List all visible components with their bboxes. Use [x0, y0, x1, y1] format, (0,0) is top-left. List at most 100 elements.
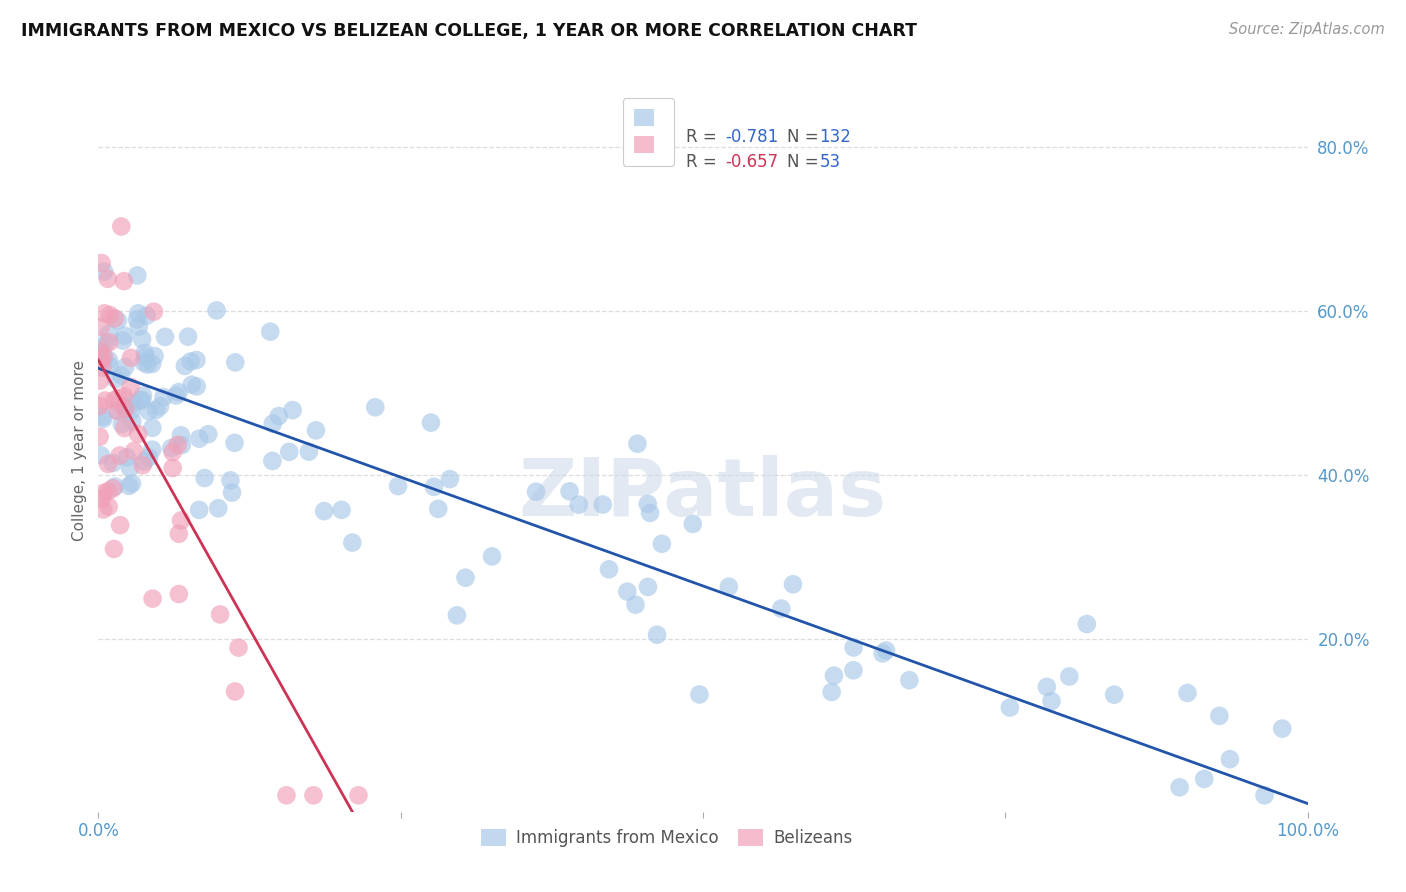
Point — [90, 320, 112, 334]
Point — [782, 577, 804, 591]
Text: N =: N = — [787, 128, 824, 146]
Point — [262, 454, 284, 468]
Point — [823, 668, 845, 682]
Point — [131, 393, 153, 408]
Point — [998, 700, 1021, 714]
Point — [177, 329, 200, 343]
Point — [898, 673, 921, 688]
Point — [872, 647, 894, 661]
Point — [342, 535, 364, 549]
Text: IMMIGRANTS FROM MEXICO VS BELIZEAN COLLEGE, 1 YEAR OR MORE CORRELATION CHART: IMMIGRANTS FROM MEXICO VS BELIZEAN COLLE… — [21, 22, 917, 40]
Point — [637, 580, 659, 594]
Text: R =: R = — [686, 128, 721, 146]
Point — [820, 685, 842, 699]
Point — [1192, 772, 1215, 786]
Point — [1036, 680, 1059, 694]
Point — [207, 501, 229, 516]
Point — [121, 414, 143, 428]
Point — [262, 417, 284, 431]
Point — [93, 306, 115, 320]
Point — [160, 441, 183, 455]
Point — [125, 312, 148, 326]
Point — [645, 628, 668, 642]
Point — [298, 444, 321, 458]
Point — [107, 392, 129, 406]
Point — [127, 268, 149, 283]
Point — [89, 344, 111, 359]
Point — [128, 319, 150, 334]
Point — [330, 503, 353, 517]
Point — [626, 436, 648, 450]
Point — [89, 354, 111, 368]
Point — [1177, 686, 1199, 700]
Point — [387, 479, 409, 493]
Point — [1076, 617, 1098, 632]
Point — [439, 472, 461, 486]
Point — [136, 358, 159, 372]
Point — [143, 349, 166, 363]
Point — [420, 416, 443, 430]
Point — [194, 471, 217, 485]
Point — [93, 352, 115, 367]
Point — [682, 516, 704, 531]
Text: -0.657: -0.657 — [725, 153, 778, 170]
Point — [875, 643, 897, 657]
Point — [110, 219, 132, 234]
Point — [267, 409, 290, 423]
Point — [180, 354, 202, 368]
Point — [637, 497, 659, 511]
Point — [454, 571, 477, 585]
Point — [89, 399, 111, 413]
Point — [97, 353, 120, 368]
Point — [93, 265, 115, 279]
Point — [108, 449, 131, 463]
Point — [131, 332, 153, 346]
Point — [90, 448, 112, 462]
Point — [138, 450, 160, 465]
Y-axis label: College, 1 year or more: College, 1 year or more — [72, 360, 87, 541]
Point — [717, 580, 740, 594]
Point — [138, 404, 160, 418]
Point — [305, 423, 328, 437]
Point — [186, 353, 208, 368]
Point — [842, 640, 865, 655]
Point — [115, 450, 138, 465]
Point — [103, 393, 125, 408]
Point — [107, 403, 129, 417]
Point — [219, 474, 242, 488]
Point — [145, 403, 167, 417]
Point — [132, 388, 155, 402]
Legend: Immigrants from Mexico, Belizeans: Immigrants from Mexico, Belizeans — [474, 822, 859, 854]
Point — [97, 457, 120, 471]
Point — [558, 484, 581, 499]
Point — [134, 346, 156, 360]
Point — [101, 481, 124, 495]
Point — [89, 430, 111, 444]
Point — [93, 349, 115, 363]
Point — [524, 484, 547, 499]
Point — [114, 399, 136, 413]
Point — [112, 389, 135, 403]
Point — [302, 789, 325, 803]
Point — [162, 445, 184, 459]
Point — [94, 393, 117, 408]
Point — [224, 355, 246, 369]
Point — [167, 526, 190, 541]
Point — [651, 537, 673, 551]
Point — [423, 480, 446, 494]
Point — [104, 311, 127, 326]
Point — [162, 461, 184, 475]
Point — [97, 484, 120, 499]
Point — [112, 274, 135, 288]
Point — [592, 498, 614, 512]
Point — [104, 479, 127, 493]
Point — [314, 504, 336, 518]
Point — [224, 435, 246, 450]
Point — [97, 272, 120, 286]
Point — [91, 409, 114, 424]
Point — [1102, 688, 1125, 702]
Point — [221, 485, 243, 500]
Point — [278, 445, 301, 459]
Point — [121, 403, 143, 417]
Point — [91, 502, 114, 516]
